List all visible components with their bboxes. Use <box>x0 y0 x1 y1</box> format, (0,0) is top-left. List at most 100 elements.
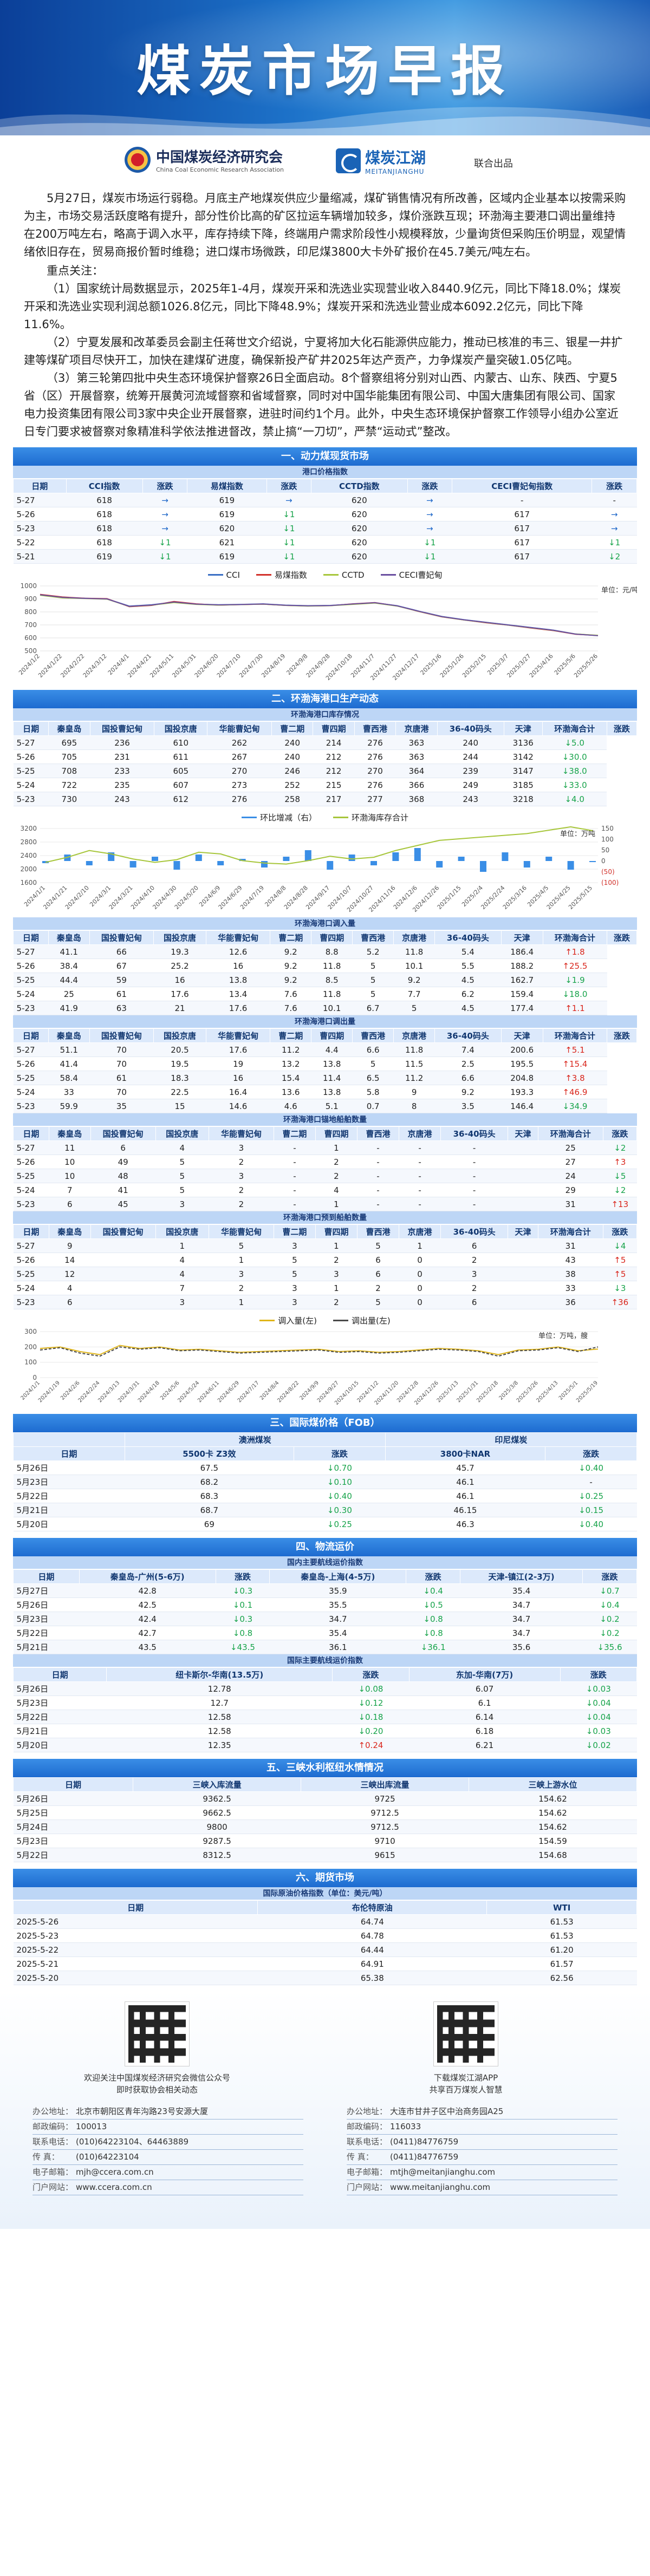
table-cell: 5-25 <box>13 1169 49 1183</box>
col-header: 日期 <box>13 1126 49 1141</box>
logo-bar: 中国煤炭经济研究会 China Coal Economic Research A… <box>0 135 650 190</box>
col-header: 布伦特原油 <box>257 1900 487 1915</box>
table-cell: 61.53 <box>486 1928 637 1943</box>
col-header: 华能曹妃甸 <box>206 1028 271 1043</box>
legend-label: CECI曹妃甸 <box>399 570 443 580</box>
col-header: 曹四期 <box>313 721 355 736</box>
x-tick-label: 2024/7/19 <box>239 884 265 911</box>
table-row: 5月26日 67.5 ↓0.70 45.7 ↓0.40 <box>13 1460 637 1475</box>
table-cell: 5 <box>393 1001 435 1015</box>
table-cell: 6.6 <box>352 1042 394 1057</box>
legend-swatch <box>323 574 339 576</box>
bar-change <box>283 857 290 861</box>
contact-right-email[interactable]: mtjh@meitanjianghu.com <box>390 2167 496 2177</box>
table-cell: 722 <box>48 778 90 792</box>
table-cell: - <box>274 1197 316 1211</box>
table-cell: ↓0.8 <box>406 1612 460 1626</box>
table-cell: 363 <box>395 735 438 750</box>
table-cell: 5 <box>357 1238 399 1253</box>
table-cell: 619 <box>187 507 267 521</box>
col-header: 日期 <box>12 1667 107 1682</box>
table-cell: - <box>440 1197 508 1211</box>
qr-code-mjh[interactable] <box>433 2001 498 2066</box>
col-header: 环渤海合计 <box>542 930 608 945</box>
table-cell: ↓0.4 <box>582 1597 637 1612</box>
table-cell: 252 <box>271 778 313 792</box>
table-cell: 273 <box>207 778 272 792</box>
table-row: 5月27日 42.8 ↓0.3 35.9 ↓0.4 35.4 ↓0.7 <box>13 1583 637 1598</box>
table-cell: ↓33.0 <box>542 778 607 792</box>
table-cell: 12 <box>49 1267 91 1281</box>
table-cell: 212 <box>313 749 355 764</box>
table-cell: 5月22日 <box>13 1489 125 1503</box>
qr-code-cceri[interactable] <box>125 2001 190 2066</box>
contact-left-tel: (010)64223104、64463889 <box>76 2137 189 2147</box>
col-header: 国投曹妃甸 <box>89 930 154 945</box>
table-cell: 6.07 <box>409 1681 561 1696</box>
table-domestic-freight: 日期 秦皇岛-广州(5-6万) 涨跌 秦皇岛-上海(4-5万) 涨跌 天津-镇江(2-3万… <box>13 1569 637 1654</box>
table-cell: 13.6 <box>270 1085 311 1099</box>
table-cell: ↓36.1 <box>406 1640 460 1654</box>
contact-left-fax: (010)64223104 <box>76 2152 139 2162</box>
table-cell: 162.7 <box>501 973 543 987</box>
table-cell: ↓0.40 <box>545 1517 637 1531</box>
table-cell: 5月20日 <box>13 1517 125 1531</box>
table-row: 5-26 705 231 611 267 240 212 276 363 244 3142 ↓30.0 <box>13 749 637 764</box>
table-cell: 7.6 <box>270 1001 311 1015</box>
table-cell: ↓5.0 <box>542 735 607 750</box>
footer: 欢迎关注中国煤炭经济研究会微信公众号 即时获取协会相关动态 下载煤炭江湖APP … <box>0 1991 650 2229</box>
table-cell: 5-24 <box>13 1085 49 1099</box>
table-cell: ↓0.3 <box>216 1612 270 1626</box>
contact-left-email[interactable]: mjh@ccera.com.cn <box>76 2167 154 2177</box>
table-cell: 5月20日 <box>13 1738 107 1752</box>
intro-text: 5月27日，煤炭市场运行弱稳。月底主产地煤炭供应少量缩减，煤矿销售情况有所改善，… <box>0 190 650 441</box>
table-cell: 61.20 <box>486 1942 637 1957</box>
table-cell: 36.1 <box>269 1640 406 1654</box>
table-cell: ↓0.7 <box>582 1583 637 1598</box>
table-cell: 45 <box>90 1197 156 1211</box>
table-row: 5月21日 43.5 ↓43.5 36.1 ↓36.1 35.6 ↓35.6 <box>13 1640 637 1654</box>
table-cell: 1 <box>399 1238 441 1253</box>
table-cell: 611 <box>154 749 207 764</box>
col-header: 天津 <box>500 930 543 945</box>
table-cell: 36 <box>538 1295 603 1309</box>
bar-change <box>370 861 377 865</box>
table-cell: 618 <box>66 521 143 536</box>
table-cell <box>508 1197 538 1211</box>
chart-stock-svg: 1600 2000 2400 2800 3200 (100) (50) 0 50 100 150 单位… <box>20 825 619 914</box>
table-cell: 9.2 <box>270 944 311 959</box>
contact-left-zip: 100013 <box>76 2122 107 2131</box>
table-cell: 1 <box>209 1295 274 1309</box>
table-cell: 59.9 <box>48 1099 90 1113</box>
table-row: 2025-5-26 64.74 61.53 <box>13 1914 637 1929</box>
table-cell: 3 <box>440 1267 508 1281</box>
table-cell: 258 <box>271 792 313 806</box>
contact-left-website[interactable]: www.ccera.com.cn <box>76 2182 152 2192</box>
table-cell: 12.58 <box>106 1724 333 1738</box>
qr-caption-right: 下载煤炭江湖APP 共享百万煤炭人智慧 <box>325 2072 607 2096</box>
col-header: 涨跌 <box>332 1667 410 1682</box>
col-header: WTI <box>486 1900 637 1915</box>
table-cell: 5 <box>155 1183 209 1197</box>
table-port-index: 日期 CCI指数 涨跌 易煤指数 涨跌 CCTD指数 涨跌 CECI曹妃甸指数 涨跌 5-27 61… <box>13 479 637 564</box>
table-cell: ↓1 <box>266 549 311 564</box>
legend-item: 环比增减（右） <box>241 812 317 823</box>
table-cell: 10 <box>49 1169 91 1183</box>
table-cell: ↓0.40 <box>545 1460 637 1475</box>
chart-legend: 环比增减（右） 环渤海库存合计 <box>13 808 637 823</box>
table-cell: 41 <box>90 1183 156 1197</box>
table-cell: 46.3 <box>385 1517 545 1531</box>
table-cell: 204.8 <box>501 1071 543 1085</box>
cceri-logo-icon <box>125 147 151 173</box>
table-cell: 3147 <box>504 764 543 778</box>
col-header: 曹二期 <box>271 721 314 736</box>
table-cell: 5.1 <box>311 1099 353 1113</box>
chart-price-index: CCI 易煤指数 CCTD CECI曹妃甸 500 600 700 800 900 1000 单位… <box>13 566 637 683</box>
table-cell: 3185 <box>504 778 543 792</box>
bar-change <box>392 852 399 861</box>
table-cell: 6 <box>49 1197 91 1211</box>
key-point-3: （3）第三轮第四批中央生态环境保护督察26日全面启动。8个督察组将分别对山西、内… <box>24 371 619 438</box>
table-cell: ↓0.2 <box>582 1626 637 1640</box>
y-tick-label: 900 <box>24 595 37 603</box>
contact-right-website[interactable]: www.meitanjianghu.com <box>390 2182 491 2192</box>
